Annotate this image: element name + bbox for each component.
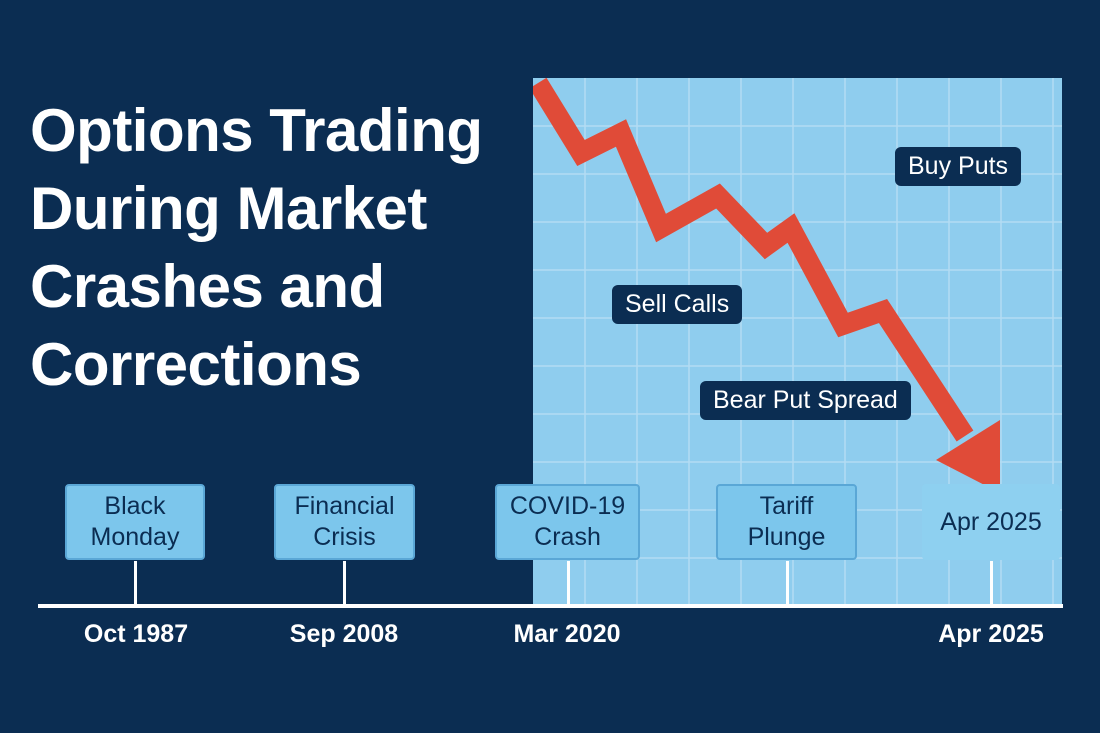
decline-arrow-head — [936, 420, 1000, 493]
title-line: Corrections — [30, 331, 362, 398]
event-label: Crash — [534, 523, 601, 551]
event-black-monday: Black Monday — [65, 484, 205, 560]
strategy-sell-calls: Sell Calls — [612, 285, 743, 324]
event-tariff-plunge: Tariff Plunge — [716, 484, 857, 560]
timeline-tick — [343, 561, 346, 607]
decline-arrow-line — [533, 78, 974, 442]
date-label: Apr 2025 — [938, 620, 1044, 648]
event-label: Crisis — [313, 523, 376, 551]
event-financial-crisis: Financial Crisis — [274, 484, 415, 560]
title-line: Options Trading — [30, 97, 483, 164]
event-label: Tariff — [759, 492, 814, 520]
title-line: Crashes and — [30, 253, 385, 320]
timeline-tick — [786, 561, 789, 607]
event-label: Apr 2025 — [940, 507, 1042, 536]
event-label: Monday — [90, 523, 180, 551]
date-label: Mar 2020 — [513, 620, 621, 648]
timeline-axis — [38, 604, 1063, 608]
page-title: Options Trading During Market Crashes an… — [30, 92, 510, 404]
date-label: Sep 2008 — [289, 620, 399, 648]
event-covid-crash: COVID-19 Crash — [495, 484, 640, 560]
timeline-tick — [567, 561, 570, 607]
event-label: Financial — [294, 492, 395, 520]
event-label: COVID-19 — [509, 492, 626, 520]
strategy-bear-put-spread: Bear Put Spread — [700, 381, 911, 420]
event-label: Black — [104, 492, 166, 520]
date-label: Oct 1987 — [83, 620, 189, 648]
title-line: During Market — [30, 175, 427, 242]
strategy-buy-puts: Buy Puts — [895, 147, 1022, 186]
event-apr-2025: Apr 2025 — [922, 484, 1060, 560]
timeline-tick — [134, 561, 137, 607]
event-label: Plunge — [747, 523, 826, 551]
timeline-tick — [990, 561, 993, 607]
